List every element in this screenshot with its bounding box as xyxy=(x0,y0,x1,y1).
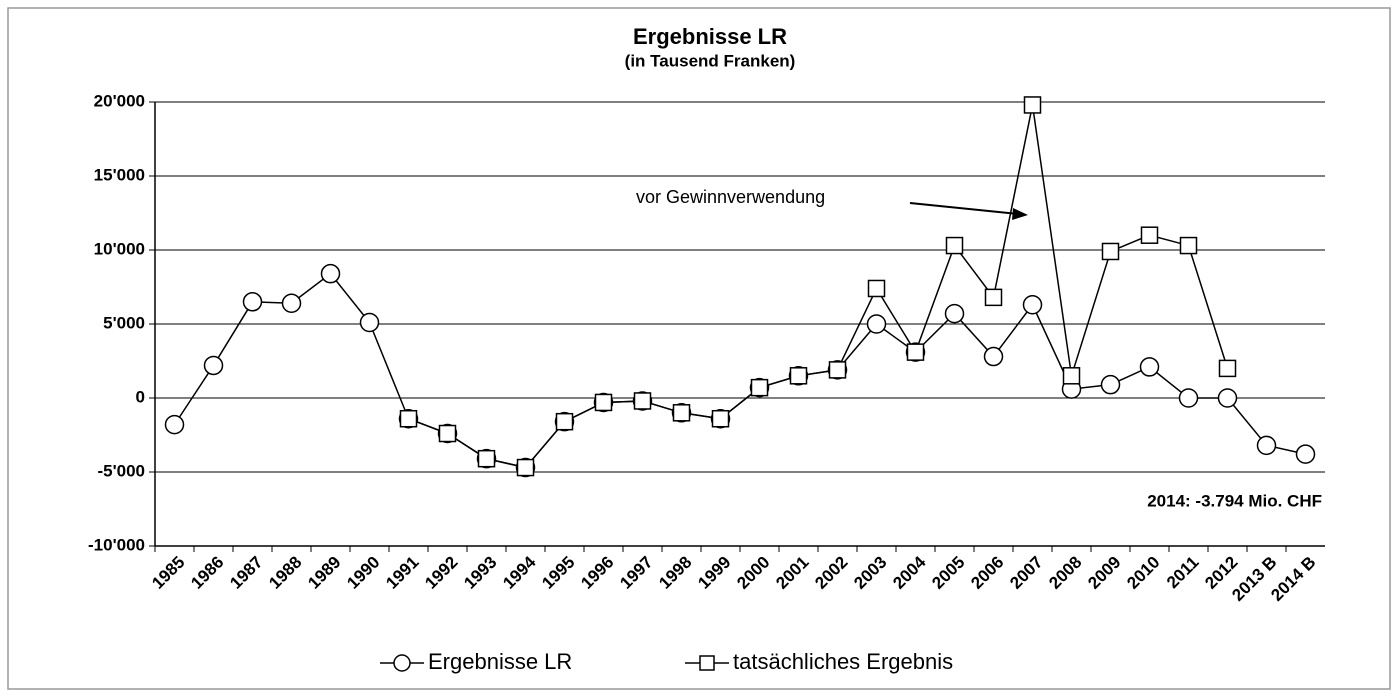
marker xyxy=(1022,295,1043,315)
marker xyxy=(789,367,808,385)
marker xyxy=(1140,226,1159,244)
marker xyxy=(866,314,887,334)
marker xyxy=(555,412,574,431)
y-tick-label: 15'000 xyxy=(94,165,145,184)
marker xyxy=(164,414,185,435)
marker xyxy=(1256,435,1277,456)
annotation-arrowhead xyxy=(1012,208,1028,220)
marker xyxy=(1217,388,1238,408)
y-tick-label: 20'000 xyxy=(94,91,145,110)
y-tick-label: 5'000 xyxy=(103,313,145,332)
marker xyxy=(438,424,457,443)
marker xyxy=(1218,359,1237,378)
annotation-arrow xyxy=(909,202,1019,215)
marker xyxy=(477,449,496,468)
marker xyxy=(399,409,418,428)
marker xyxy=(750,378,769,397)
marker xyxy=(594,393,613,412)
chart-frame xyxy=(7,7,1391,690)
marker xyxy=(1023,96,1042,114)
legend-label: tatsächliches Ergebnis xyxy=(733,649,953,674)
y-tick-label: -10'000 xyxy=(88,535,145,554)
marker xyxy=(944,303,965,324)
legend-marker xyxy=(393,654,411,672)
marker xyxy=(1295,444,1316,464)
marker xyxy=(320,263,341,284)
annotation: vor Gewinnverwendung xyxy=(636,187,825,207)
marker xyxy=(516,458,535,477)
marker xyxy=(359,312,380,333)
marker xyxy=(1062,367,1081,385)
y-tick-label: 0 xyxy=(136,387,145,406)
marker xyxy=(1101,242,1120,261)
legend-label: Ergebnisse LR xyxy=(428,649,572,674)
marker xyxy=(984,288,1003,307)
chart-title: Ergebnisse LR xyxy=(633,24,787,49)
annotation: 2014: -3.794 Mio. CHF xyxy=(1147,491,1322,510)
y-tick-label: -5'000 xyxy=(97,461,145,480)
marker xyxy=(672,404,691,422)
marker xyxy=(1178,388,1199,408)
marker xyxy=(1139,357,1160,377)
marker xyxy=(1179,236,1198,255)
marker xyxy=(1100,374,1121,395)
chart-subtitle: (in Tausend Franken) xyxy=(625,51,796,70)
marker xyxy=(281,293,302,314)
marker xyxy=(203,355,224,376)
marker xyxy=(828,361,847,379)
marker xyxy=(867,279,886,298)
marker xyxy=(711,409,730,428)
legend-marker xyxy=(699,655,715,671)
marker xyxy=(633,392,652,410)
y-tick-label: 10'000 xyxy=(94,239,145,258)
marker xyxy=(983,346,1004,367)
marker xyxy=(242,292,263,312)
marker xyxy=(945,236,964,255)
marker xyxy=(906,343,925,361)
